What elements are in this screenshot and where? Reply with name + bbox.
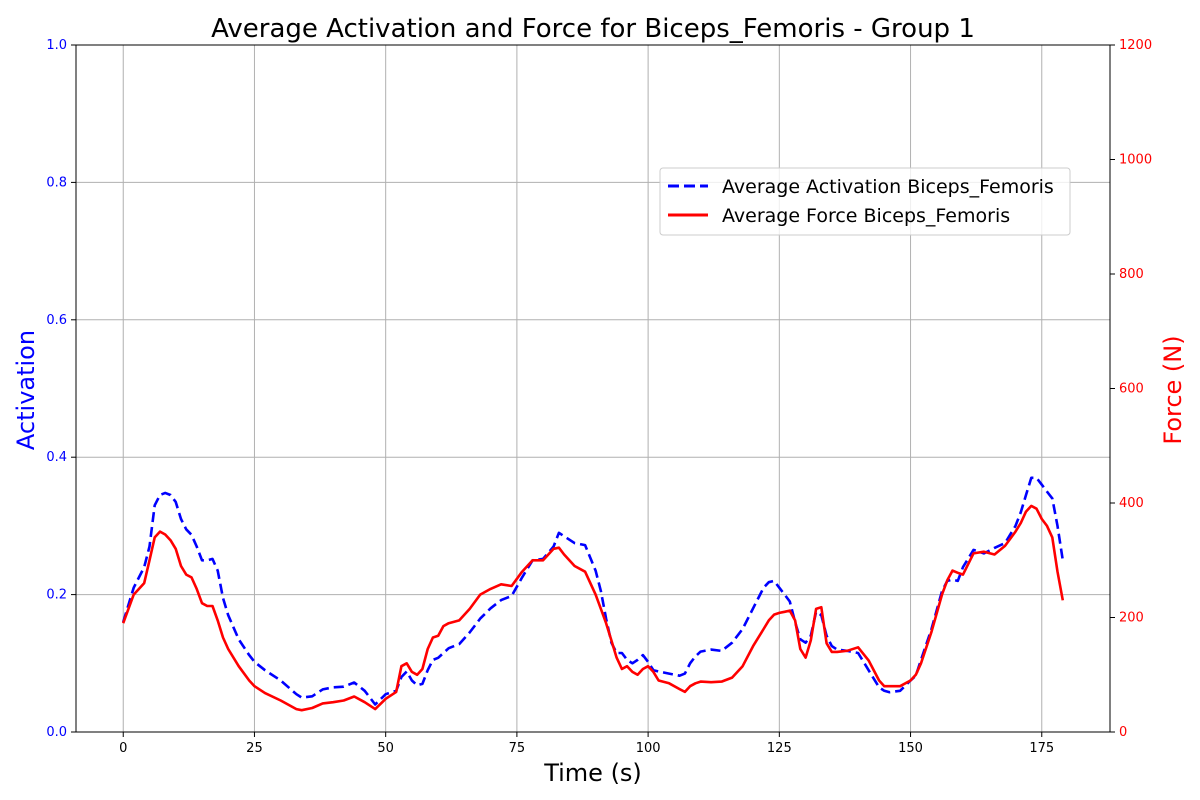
y-right-tick-label: 200 <box>1119 611 1144 626</box>
y-axis-right-label: Force (N) <box>1159 335 1187 444</box>
y-left-tick-label: 0.4 <box>46 450 67 465</box>
y-right-tick-label: 400 <box>1119 496 1144 511</box>
x-tick-label: 150 <box>898 741 923 756</box>
y-right-tick-label: 1200 <box>1119 38 1152 53</box>
y-axis-left: 0.0 0.2 0.4 0.6 0.8 1.0 <box>46 38 76 740</box>
x-tick-label: 25 <box>246 741 263 756</box>
x-tick-label: 100 <box>636 741 661 756</box>
y-right-tick-label: 0 <box>1119 725 1127 740</box>
x-axis-label: Time (s) <box>543 759 642 787</box>
x-tick-label: 0 <box>119 741 127 756</box>
x-tick-label: 175 <box>1029 741 1054 756</box>
y-axis-right: 0 200 400 600 800 1000 1200 <box>1110 38 1152 740</box>
y-left-tick-label: 0.6 <box>46 313 67 328</box>
chart-title: Average Activation and Force for Biceps_… <box>211 14 975 44</box>
series-layer <box>121 476 1065 712</box>
legend-box <box>659 167 1071 236</box>
y-left-tick-label: 0.8 <box>46 175 67 190</box>
x-axis: 0 25 50 75 100 125 150 175 <box>119 732 1054 756</box>
legend-force-label: Average Force Biceps_Femoris <box>722 205 1010 227</box>
x-tick-label: 125 <box>767 741 792 756</box>
series-line-activation <box>121 476 1065 706</box>
x-tick-label: 50 <box>377 741 394 756</box>
y-right-tick-label: 800 <box>1119 267 1144 282</box>
legend: Average Activation Biceps_Femoris Averag… <box>659 167 1071 236</box>
y-right-tick-label: 1000 <box>1119 153 1152 168</box>
y-axis-left-label: Activation <box>12 330 40 450</box>
y-left-tick-label: 0.2 <box>46 588 67 603</box>
y-right-tick-label: 600 <box>1119 382 1144 397</box>
series-line-force <box>121 504 1065 712</box>
legend-activation-label: Average Activation Biceps_Femoris <box>722 176 1054 198</box>
y-left-tick-label: 1.0 <box>46 38 67 53</box>
x-tick-label: 75 <box>509 741 526 756</box>
y-left-tick-label: 0.0 <box>46 725 67 740</box>
